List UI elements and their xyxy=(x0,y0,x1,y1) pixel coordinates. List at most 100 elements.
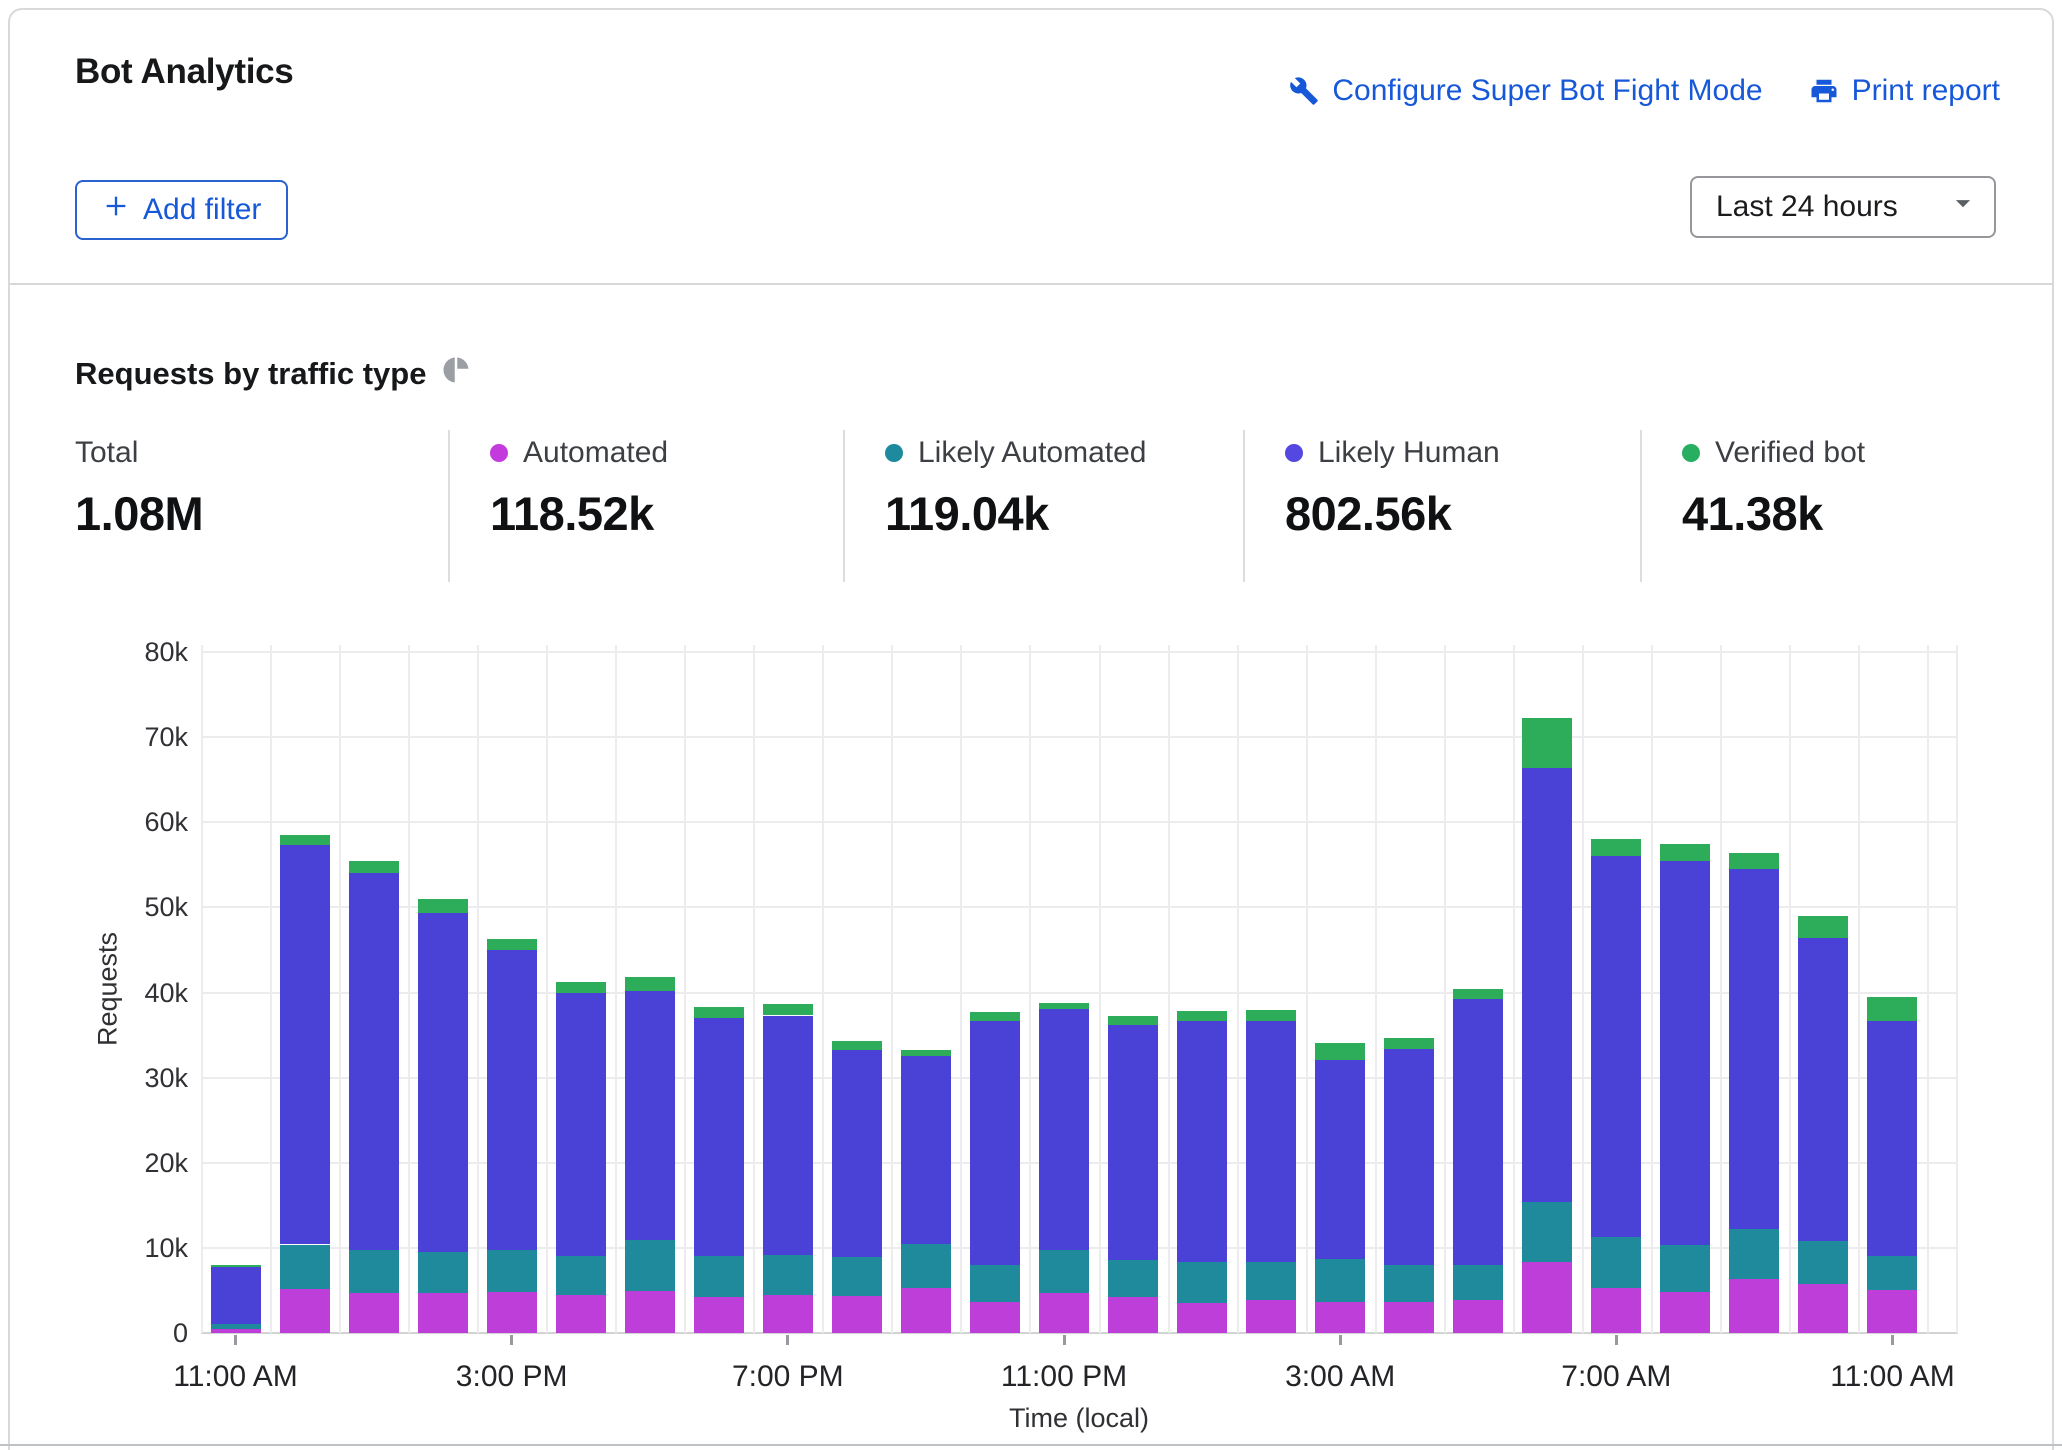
bar-segment-likely-human xyxy=(487,950,537,1250)
bar-segment-verified-bot xyxy=(970,1012,1020,1021)
stacked-bar[interactable] xyxy=(970,645,1020,1333)
bar-segment-likely-automated xyxy=(1039,1250,1089,1293)
gridline-vertical xyxy=(339,645,341,1333)
bar-segment-likely-automated xyxy=(211,1324,261,1329)
bar-segment-likely-human xyxy=(763,1016,813,1255)
bar-segment-automated xyxy=(1729,1279,1779,1333)
y-axis-label: 10k xyxy=(8,1233,188,1263)
stat-verified-bot-value: 41.38k xyxy=(1682,486,1996,541)
y-axis-label: 0 xyxy=(8,1318,188,1348)
bar-segment-likely-automated xyxy=(556,1256,606,1294)
bar-segment-likely-human xyxy=(1591,856,1641,1237)
bar-segment-verified-bot xyxy=(1315,1043,1365,1060)
bar-segment-likely-automated xyxy=(280,1245,330,1289)
print-report-link[interactable]: Print report xyxy=(1809,74,2000,108)
bar-segment-verified-bot xyxy=(1660,844,1710,861)
bar-segment-likely-automated xyxy=(901,1244,951,1288)
bar-segment-automated xyxy=(1039,1293,1089,1333)
bar-segment-automated xyxy=(556,1295,606,1333)
stacked-bar[interactable] xyxy=(1867,645,1917,1333)
stacked-bar[interactable] xyxy=(1177,645,1227,1333)
gridline-vertical xyxy=(477,645,479,1333)
bar-segment-verified-bot xyxy=(694,1007,744,1018)
stacked-bar[interactable] xyxy=(1729,645,1779,1333)
add-filter-button[interactable]: Add filter xyxy=(75,180,288,240)
stacked-bar[interactable] xyxy=(694,645,744,1333)
stacked-bar[interactable] xyxy=(832,645,882,1333)
stacked-bar[interactable] xyxy=(487,645,537,1333)
bar-segment-automated xyxy=(1315,1302,1365,1333)
bar-segment-likely-human xyxy=(1108,1025,1158,1260)
gridline-vertical xyxy=(753,645,755,1333)
configure-link-label: Configure Super Bot Fight Mode xyxy=(1332,74,1762,108)
gridline-vertical xyxy=(1789,645,1791,1333)
pie-chart-icon xyxy=(441,355,471,393)
bar-segment-likely-human xyxy=(1177,1021,1227,1262)
stacked-bar[interactable] xyxy=(1384,645,1434,1333)
stacked-bar[interactable] xyxy=(556,645,606,1333)
gridline-vertical xyxy=(201,645,203,1333)
y-axis-title: Requests xyxy=(93,932,124,1046)
bar-segment-automated xyxy=(901,1288,951,1333)
stacked-bar[interactable] xyxy=(763,645,813,1333)
bar-segment-verified-bot xyxy=(1522,718,1572,768)
gridline-vertical xyxy=(408,645,410,1333)
x-axis-label: 11:00 AM xyxy=(116,1360,356,1394)
stacked-bar[interactable] xyxy=(1591,645,1641,1333)
chevron-down-icon xyxy=(1946,186,1980,228)
stacked-bar[interactable] xyxy=(280,645,330,1333)
gridline-vertical xyxy=(270,645,272,1333)
stat-likely-human: Likely Human 802.56k xyxy=(1243,430,1640,582)
stacked-bar[interactable] xyxy=(1246,645,1296,1333)
section-heading: Requests by traffic type xyxy=(75,355,471,393)
stat-automated-label: Automated xyxy=(523,436,668,470)
bar-segment-likely-automated xyxy=(1315,1259,1365,1302)
stacked-bar[interactable] xyxy=(1108,645,1158,1333)
stacked-bar[interactable] xyxy=(1315,645,1365,1333)
bar-segment-automated xyxy=(763,1295,813,1333)
bar-segment-likely-human xyxy=(1039,1009,1089,1251)
bar-segment-likely-human xyxy=(280,845,330,1244)
bar-segment-likely-automated xyxy=(1384,1265,1434,1302)
time-range-select[interactable]: Last 24 hours xyxy=(1690,176,1996,238)
x-axis-tick xyxy=(1615,1335,1618,1345)
gridline-vertical xyxy=(1720,645,1722,1333)
configure-super-bot-fight-mode-link[interactable]: Configure Super Bot Fight Mode xyxy=(1289,74,1762,108)
stacked-bar[interactable] xyxy=(1039,645,1089,1333)
likely-human-dot-icon xyxy=(1285,444,1303,462)
stacked-bar[interactable] xyxy=(901,645,951,1333)
bar-segment-verified-bot xyxy=(901,1050,951,1057)
bar-segment-verified-bot xyxy=(1384,1038,1434,1048)
stacked-bar[interactable] xyxy=(625,645,675,1333)
x-axis-tick xyxy=(786,1335,789,1345)
bar-segment-verified-bot xyxy=(1867,997,1917,1022)
automated-dot-icon xyxy=(490,444,508,462)
stacked-bar[interactable] xyxy=(1660,645,1710,1333)
stacked-bar[interactable] xyxy=(418,645,468,1333)
stacked-bar[interactable] xyxy=(211,645,261,1333)
stat-total-value: 1.08M xyxy=(75,486,448,541)
gridline-vertical xyxy=(1513,645,1515,1333)
bar-segment-automated xyxy=(1798,1284,1848,1333)
bar-segment-likely-automated xyxy=(1798,1241,1848,1284)
stacked-bar[interactable] xyxy=(349,645,399,1333)
x-axis-label: 7:00 PM xyxy=(668,1360,908,1394)
bar-segment-automated xyxy=(1246,1300,1296,1333)
requests-by-traffic-type-chart xyxy=(201,645,1958,1333)
gridline-vertical xyxy=(546,645,548,1333)
bar-segment-likely-automated xyxy=(763,1255,813,1295)
stat-likely-automated-label: Likely Automated xyxy=(918,436,1146,470)
bar-segment-automated xyxy=(1591,1288,1641,1333)
card-bottom-divider xyxy=(0,1444,2062,1446)
y-axis-label: 60k xyxy=(8,807,188,837)
y-axis-label: 80k xyxy=(8,637,188,667)
x-axis-label: 11:00 PM xyxy=(944,1360,1184,1394)
bar-segment-verified-bot xyxy=(832,1041,882,1050)
gridline-vertical xyxy=(1099,645,1101,1333)
stacked-bar[interactable] xyxy=(1453,645,1503,1333)
stat-verified-bot: Verified bot 41.38k xyxy=(1640,430,1996,582)
stacked-bar[interactable] xyxy=(1522,645,1572,1333)
bar-segment-verified-bot xyxy=(211,1265,261,1268)
stacked-bar[interactable] xyxy=(1798,645,1848,1333)
bar-segment-verified-bot xyxy=(418,899,468,913)
